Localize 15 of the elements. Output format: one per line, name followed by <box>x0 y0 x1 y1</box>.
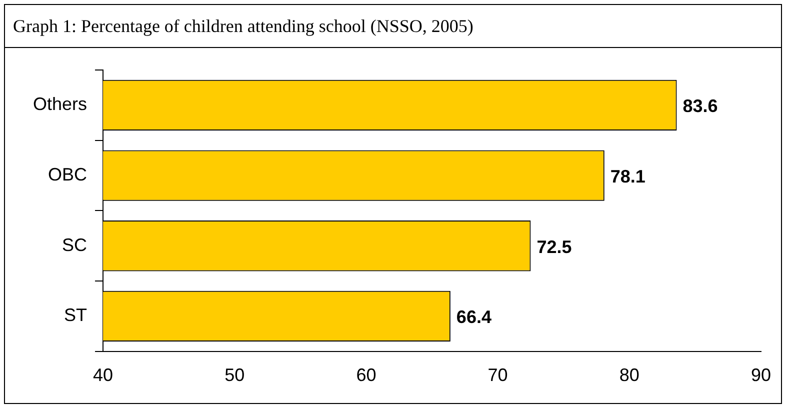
data-label: 83.6 <box>682 96 718 116</box>
y-tick-label: SC <box>62 234 88 255</box>
x-tick-label: 50 <box>224 365 245 386</box>
x-tick-label: 90 <box>750 365 772 386</box>
y-tick-label: Others <box>32 94 88 114</box>
data-label: 78.1 <box>610 166 646 186</box>
x-tick-label: 80 <box>619 365 640 386</box>
y-tick-label: OBC <box>48 164 88 184</box>
x-tick-label: 60 <box>356 365 376 386</box>
data-label: 72.5 <box>536 236 572 257</box>
x-tick-label: 70 <box>488 365 508 386</box>
x-tick-label: 40 <box>93 365 114 386</box>
data-label: 66.4 <box>456 307 492 328</box>
chart-title: Graph 1: Percentage of children attending school (NSSO, 2005) <box>5 5 781 48</box>
y-tick-label: ST <box>64 305 88 326</box>
